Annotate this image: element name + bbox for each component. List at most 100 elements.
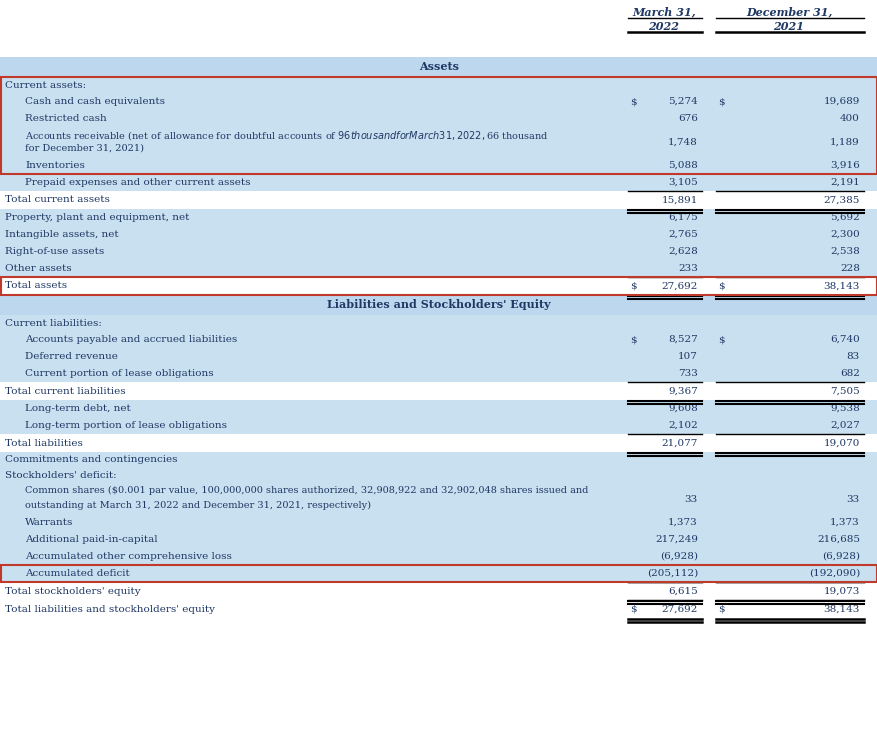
- Text: 2,765: 2,765: [667, 230, 697, 239]
- Text: 33: 33: [684, 495, 697, 504]
- Text: 216,685: 216,685: [816, 535, 859, 544]
- Bar: [0, 582, 877, 600]
- Text: (205,112): (205,112): [646, 569, 697, 578]
- Text: Restricted cash: Restricted cash: [25, 114, 107, 123]
- Bar: [0, 174, 877, 191]
- Text: 3,916: 3,916: [830, 161, 859, 170]
- Bar: [0, 514, 877, 531]
- Text: 3,105: 3,105: [667, 178, 697, 187]
- Text: Current liabilities:: Current liabilities:: [5, 319, 102, 328]
- Text: $: $: [717, 605, 724, 614]
- Text: Long-term debt, net: Long-term debt, net: [25, 404, 131, 413]
- Bar: [0, 127, 877, 157]
- Text: Warrants: Warrants: [25, 518, 74, 527]
- Bar: [1, 565, 876, 582]
- Bar: [0, 331, 877, 348]
- Text: 9,538: 9,538: [830, 404, 859, 413]
- Text: 19,073: 19,073: [823, 587, 859, 596]
- Text: 2,538: 2,538: [830, 247, 859, 256]
- Text: $: $: [717, 335, 724, 344]
- Bar: [0, 277, 877, 295]
- Text: Common shares ($0.001 par value, 100,000,000 shares authorized, 32,908,922 and 3: Common shares ($0.001 par value, 100,000…: [25, 486, 588, 495]
- Text: $: $: [717, 97, 724, 106]
- Bar: [0, 468, 877, 484]
- Text: 2021: 2021: [773, 21, 803, 32]
- Text: 228: 228: [839, 264, 859, 273]
- Text: Stockholders' deficit:: Stockholders' deficit:: [5, 472, 117, 481]
- Text: (192,090): (192,090): [808, 569, 859, 578]
- Text: 1,748: 1,748: [667, 138, 697, 147]
- Text: $: $: [630, 281, 636, 290]
- Text: Total liabilities and stockholders' equity: Total liabilities and stockholders' equi…: [5, 605, 215, 614]
- Bar: [0, 243, 877, 260]
- Text: Accumulated other comprehensive loss: Accumulated other comprehensive loss: [25, 552, 232, 561]
- Text: 676: 676: [677, 114, 697, 123]
- Text: Prepaid expenses and other current assets: Prepaid expenses and other current asset…: [25, 178, 250, 187]
- Bar: [0, 452, 877, 468]
- Bar: [0, 531, 877, 548]
- Text: Deferred revenue: Deferred revenue: [25, 352, 118, 361]
- Bar: [0, 548, 877, 565]
- Text: Cash and cash equivalents: Cash and cash equivalents: [25, 97, 165, 106]
- Text: 107: 107: [677, 352, 697, 361]
- Text: Total current liabilities: Total current liabilities: [5, 387, 125, 396]
- Text: Right-of-use assets: Right-of-use assets: [5, 247, 104, 256]
- Text: 2,102: 2,102: [667, 421, 697, 430]
- Text: 733: 733: [677, 369, 697, 378]
- Text: 217,249: 217,249: [654, 535, 697, 544]
- Bar: [0, 93, 877, 110]
- Text: 7,505: 7,505: [830, 387, 859, 396]
- Text: $: $: [630, 605, 636, 614]
- Text: Additional paid-in-capital: Additional paid-in-capital: [25, 535, 158, 544]
- Text: 1,189: 1,189: [830, 138, 859, 147]
- Text: 6,175: 6,175: [667, 213, 697, 222]
- Text: Commitments and contingencies: Commitments and contingencies: [5, 456, 177, 465]
- Text: Inventories: Inventories: [25, 161, 85, 170]
- Bar: [0, 365, 877, 382]
- Text: Total assets: Total assets: [5, 281, 67, 290]
- Text: 19,070: 19,070: [823, 438, 859, 447]
- Text: Assets: Assets: [418, 62, 459, 72]
- Bar: [0, 484, 877, 514]
- Text: $: $: [717, 281, 724, 290]
- Bar: [1, 277, 876, 295]
- Bar: [0, 110, 877, 127]
- Text: 1,373: 1,373: [830, 518, 859, 527]
- Text: 400: 400: [839, 114, 859, 123]
- Text: 83: 83: [845, 352, 859, 361]
- Bar: [0, 348, 877, 365]
- Bar: [1, 77, 876, 174]
- Text: Accumulated deficit: Accumulated deficit: [25, 569, 130, 578]
- Text: $: $: [630, 97, 636, 106]
- Text: 2,191: 2,191: [830, 178, 859, 187]
- Text: 9,608: 9,608: [667, 404, 697, 413]
- Bar: [0, 209, 877, 226]
- Bar: [0, 260, 877, 277]
- Bar: [0, 295, 877, 315]
- Text: Accounts payable and accrued liabilities: Accounts payable and accrued liabilities: [25, 335, 237, 344]
- Text: 5,274: 5,274: [667, 97, 697, 106]
- Text: Long-term portion of lease obligations: Long-term portion of lease obligations: [25, 421, 227, 430]
- Bar: [0, 565, 877, 582]
- Bar: [0, 157, 877, 174]
- Text: 21,077: 21,077: [661, 438, 697, 447]
- Text: for December 31, 2021): for December 31, 2021): [25, 144, 144, 153]
- Text: 9,367: 9,367: [667, 387, 697, 396]
- Bar: [0, 400, 877, 417]
- Text: 2,027: 2,027: [830, 421, 859, 430]
- Text: 27,692: 27,692: [661, 281, 697, 290]
- Text: 15,891: 15,891: [661, 196, 697, 205]
- Text: 8,527: 8,527: [667, 335, 697, 344]
- Text: 27,385: 27,385: [823, 196, 859, 205]
- Bar: [0, 434, 877, 452]
- Text: Current portion of lease obligations: Current portion of lease obligations: [25, 369, 213, 378]
- Text: Total liabilities: Total liabilities: [5, 438, 82, 447]
- Bar: [0, 77, 877, 93]
- Text: 233: 233: [677, 264, 697, 273]
- Text: (6,928): (6,928): [821, 552, 859, 561]
- Text: 2,628: 2,628: [667, 247, 697, 256]
- Text: Total stockholders' equity: Total stockholders' equity: [5, 587, 140, 596]
- Text: 2022: 2022: [648, 21, 679, 32]
- Bar: [0, 315, 877, 331]
- Text: outstanding at March 31, 2022 and December 31, 2021, respectively): outstanding at March 31, 2022 and Decemb…: [25, 501, 371, 510]
